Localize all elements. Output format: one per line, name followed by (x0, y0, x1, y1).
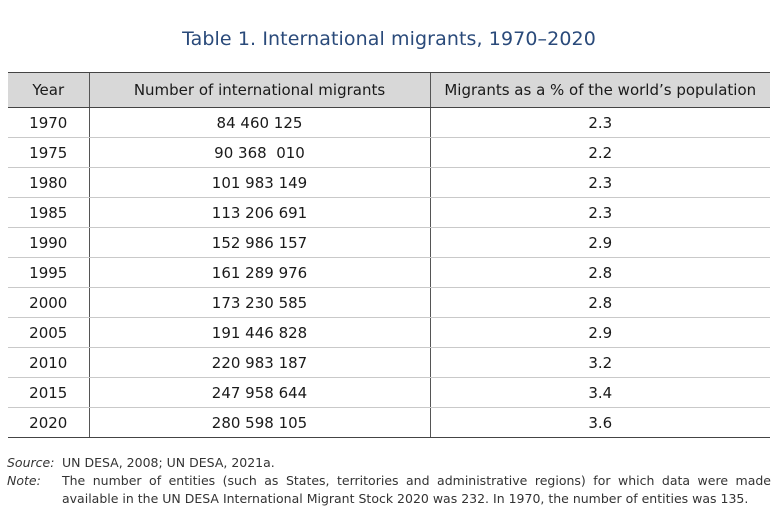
cell-migrants: 84 460 125 (88, 107, 430, 138)
cell-year: 1995 (8, 257, 89, 288)
table-row: 2020 280 598 105 3.6 (8, 407, 770, 438)
cell-migrants: 161 289 976 (88, 257, 430, 288)
table-row: 1975 90 368 010 2.2 (8, 137, 770, 168)
table-row: 1995 161 289 976 2.8 (8, 257, 770, 288)
table-row: 2010 220 983 187 3.2 (8, 347, 770, 378)
table-header-row: Year Number of international migrants Mi… (8, 72, 770, 108)
table-row: 1985 113 206 691 2.3 (8, 197, 770, 228)
cell-migrants: 280 598 105 (88, 407, 430, 438)
header-number-of-migrants: Number of international migrants (88, 72, 430, 108)
table-row: 1970 84 460 125 2.3 (8, 107, 770, 138)
table-row: 2000 173 230 585 2.8 (8, 287, 770, 318)
cell-percent: 2.3 (429, 167, 770, 198)
table-body: 1970 84 460 125 2.3 1975 90 368 010 2.2 … (8, 107, 770, 438)
cell-year: 1975 (8, 137, 89, 168)
cell-percent: 3.6 (429, 407, 770, 438)
cell-percent: 2.3 (429, 107, 770, 138)
table-row: 1990 152 986 157 2.9 (8, 227, 770, 258)
cell-percent: 2.9 (429, 317, 770, 348)
migrants-table: Year Number of international migrants Mi… (8, 72, 770, 438)
cell-migrants: 152 986 157 (88, 227, 430, 258)
source-label: Source: (7, 455, 55, 470)
cell-year: 1985 (8, 197, 89, 228)
header-year: Year (8, 72, 89, 108)
note-line: Note: The number of entities (such as St… (7, 472, 771, 508)
note-label: Note: (7, 473, 41, 488)
cell-year: 1990 (8, 227, 89, 258)
cell-year: 1980 (8, 167, 89, 198)
cell-migrants: 220 983 187 (88, 347, 430, 378)
cell-percent: 2.8 (429, 257, 770, 288)
table-row: 2005 191 446 828 2.9 (8, 317, 770, 348)
cell-year: 2020 (8, 407, 89, 438)
table-notes: Source: UN DESA, 2008; UN DESA, 2021a. N… (7, 454, 771, 508)
cell-percent: 2.8 (429, 287, 770, 318)
cell-year: 1970 (8, 107, 89, 138)
cell-migrants: 191 446 828 (88, 317, 430, 348)
source-line: Source: UN DESA, 2008; UN DESA, 2021a. (7, 454, 771, 472)
cell-migrants: 113 206 691 (88, 197, 430, 228)
cell-year: 2010 (8, 347, 89, 378)
cell-migrants: 247 958 644 (88, 377, 430, 408)
cell-percent: 2.9 (429, 227, 770, 258)
table-title: Table 1. International migrants, 1970–20… (182, 28, 596, 50)
cell-migrants: 101 983 149 (88, 167, 430, 198)
note-text: The number of entities (such as States, … (62, 473, 771, 506)
header-percent-of-population: Migrants as a % of the world’s populatio… (429, 72, 770, 108)
table-row: 2015 247 958 644 3.4 (8, 377, 770, 408)
cell-percent: 3.4 (429, 377, 770, 408)
cell-year: 2005 (8, 317, 89, 348)
cell-percent: 3.2 (429, 347, 770, 378)
source-text: UN DESA, 2008; UN DESA, 2021a. (62, 455, 275, 470)
cell-percent: 2.3 (429, 197, 770, 228)
cell-year: 2015 (8, 377, 89, 408)
cell-percent: 2.2 (429, 137, 770, 168)
cell-year: 2000 (8, 287, 89, 318)
table-row: 1980 101 983 149 2.3 (8, 167, 770, 198)
cell-migrants: 173 230 585 (88, 287, 430, 318)
cell-migrants: 90 368 010 (88, 137, 430, 168)
